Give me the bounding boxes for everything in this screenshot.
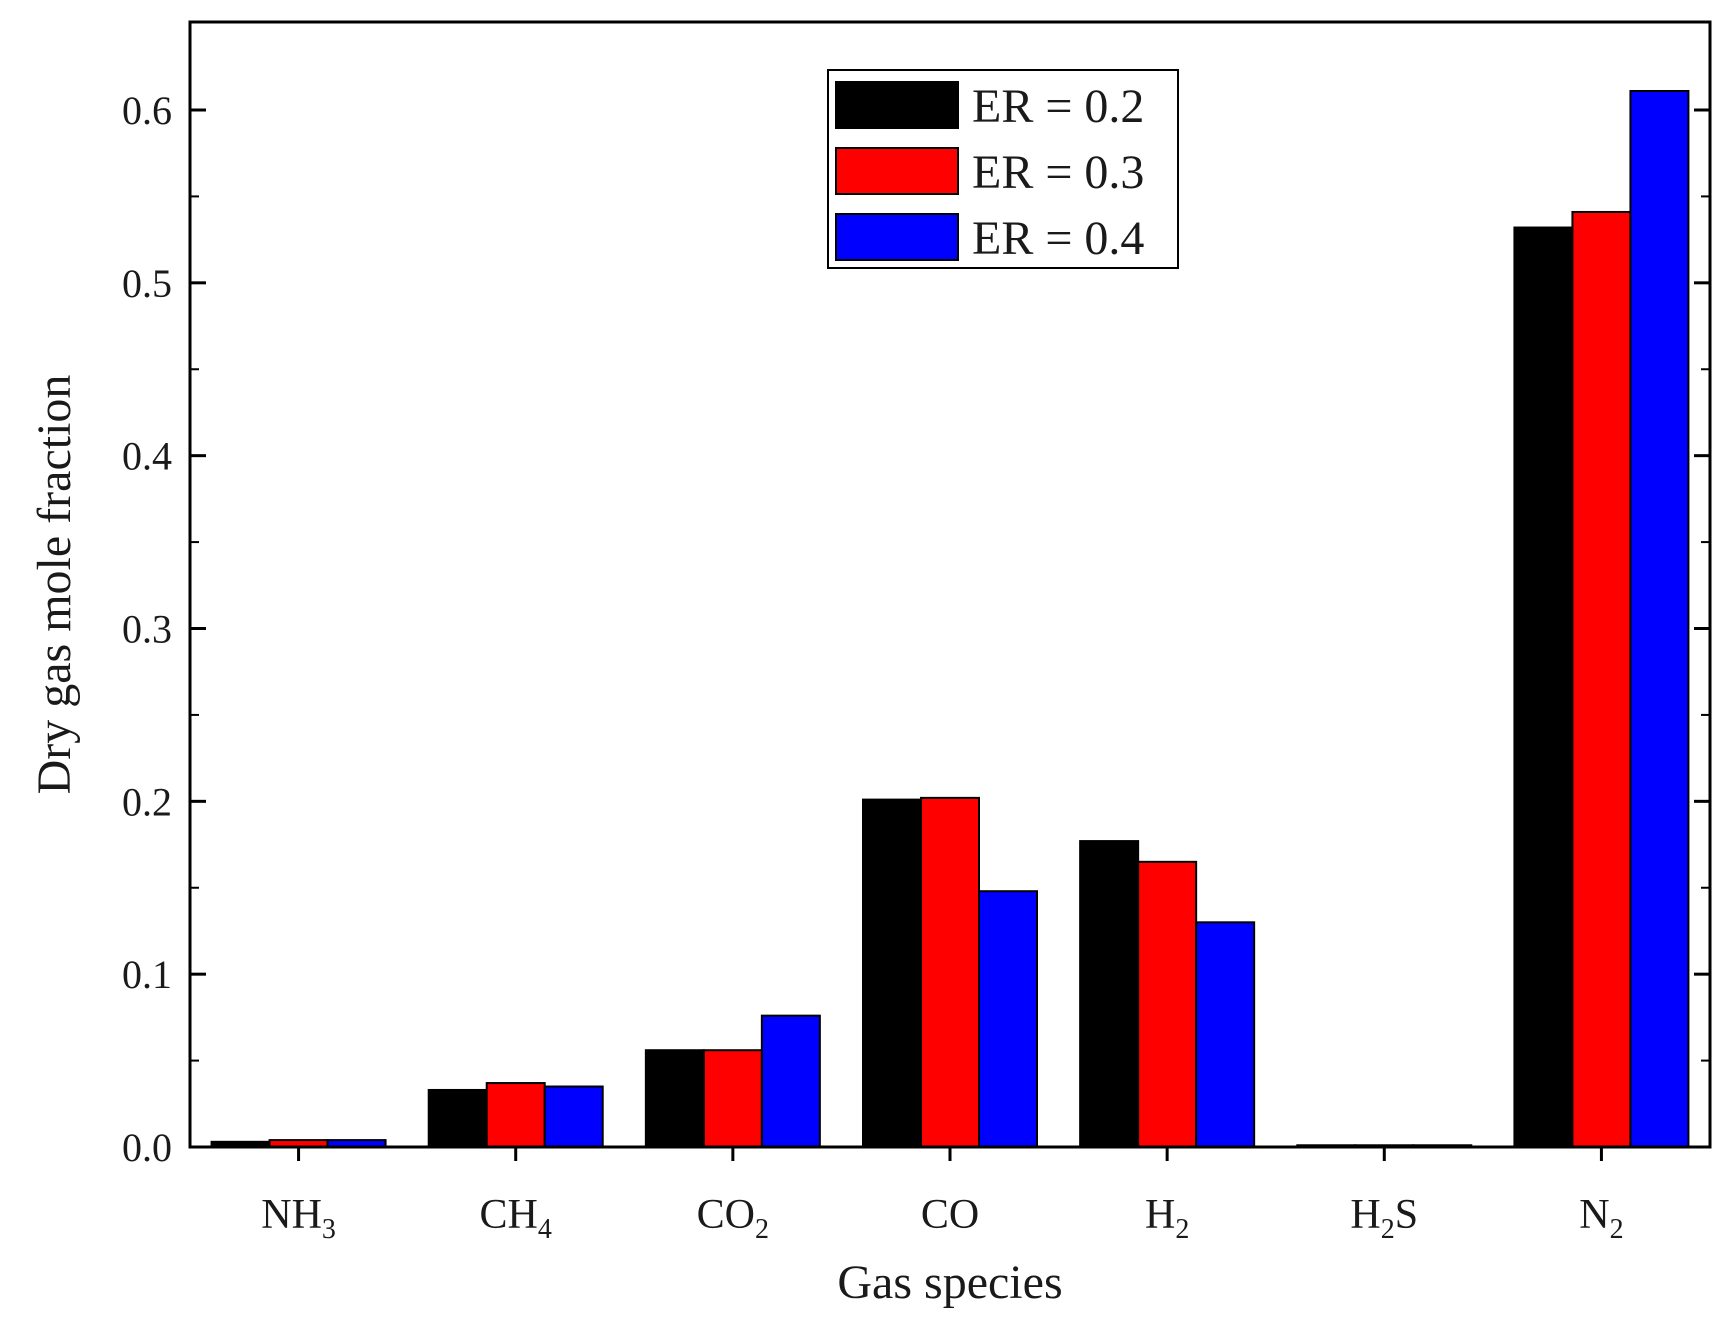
bar-3-series-3 xyxy=(760,1014,821,1148)
category-subscript: 2 xyxy=(1381,1214,1395,1245)
y-tick-label: 0.6 xyxy=(122,88,172,133)
category-base: H xyxy=(1350,1192,1380,1238)
category-tail: S xyxy=(1395,1192,1418,1238)
y-tick-label: 0.2 xyxy=(122,779,172,824)
legend-swatch xyxy=(835,147,959,195)
bar-3-series-2 xyxy=(702,1049,763,1149)
bar-4-series-1 xyxy=(862,798,922,1148)
bar-5-series-1 xyxy=(1079,840,1140,1149)
x-category-label: H2S xyxy=(1350,1192,1418,1245)
bar-3-series-1 xyxy=(644,1049,705,1149)
y-tick-label: 0.1 xyxy=(122,952,172,997)
y-tick-label: 0.5 xyxy=(122,261,172,306)
y-axis: 0.0 0.1 0.2 0.3 0.4 0.5 0.6 xyxy=(122,88,1710,1170)
legend-swatch xyxy=(835,81,959,129)
bar-7-series-1 xyxy=(1513,226,1574,1148)
y-axis-title: Dry gas mole fraction xyxy=(28,375,81,795)
bars-group xyxy=(210,89,1690,1149)
x-axis-title: Gas species xyxy=(837,1256,1062,1309)
x-category-label: CH4 xyxy=(480,1192,552,1245)
bar-7-series-2 xyxy=(1571,210,1632,1148)
category-subscript: 4 xyxy=(538,1214,552,1245)
bar-4-series-3 xyxy=(978,890,1038,1148)
x-axis: NH3 CH4 CO2 CO H2 H2S N2 xyxy=(261,1147,1624,1245)
bar-2-series-2 xyxy=(485,1082,546,1148)
category-base: CO xyxy=(697,1192,755,1238)
x-category-label: CO2 xyxy=(697,1192,769,1245)
y-tick-label: 0.4 xyxy=(122,434,172,479)
y-tick-label: 0.0 xyxy=(122,1125,172,1170)
bar-5-series-2 xyxy=(1137,860,1198,1148)
bar-5-series-3 xyxy=(1195,921,1256,1148)
y-tick-label: 0.3 xyxy=(122,607,172,652)
legend-swatch xyxy=(835,213,959,261)
bar-2-series-3 xyxy=(543,1085,604,1148)
legend-label: ER = 0.2 xyxy=(972,80,1144,133)
category-base: CO xyxy=(921,1192,979,1238)
legend-label: ER = 0.4 xyxy=(972,212,1144,265)
category-base: N xyxy=(1579,1192,1609,1238)
bar-4-series-2 xyxy=(920,796,980,1148)
legend-label: ER = 0.3 xyxy=(972,146,1144,199)
category-base: NH xyxy=(261,1192,322,1238)
category-subscript: 2 xyxy=(1175,1214,1189,1245)
x-category-label: CO xyxy=(921,1192,979,1238)
x-category-label: H2 xyxy=(1145,1192,1189,1245)
x-category-label: NH3 xyxy=(261,1192,336,1245)
legend: ER = 0.2 ER = 0.3 ER = 0.4 xyxy=(827,69,1179,269)
bar-2-series-1 xyxy=(427,1088,488,1148)
x-category-label: N2 xyxy=(1579,1192,1623,1245)
category-base: H xyxy=(1145,1192,1175,1238)
category-subscript: 2 xyxy=(1610,1214,1624,1245)
category-subscript: 3 xyxy=(322,1214,336,1245)
category-base: CH xyxy=(480,1192,538,1238)
category-subscript: 2 xyxy=(755,1214,769,1245)
bar-7-series-3 xyxy=(1629,89,1690,1149)
